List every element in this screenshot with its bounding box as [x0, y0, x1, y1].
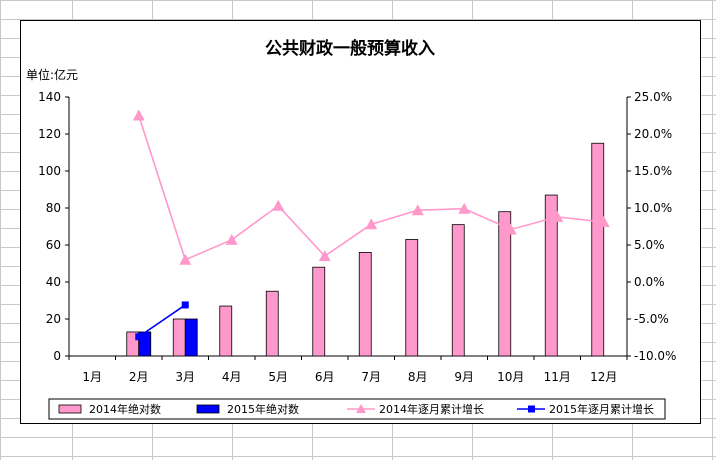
bar [544, 194, 558, 357]
series-line [138, 304, 186, 338]
triangle-marker [132, 109, 145, 121]
y2-tick-label: 25.0% [634, 90, 672, 104]
y2-tick-label: -10.0% [634, 349, 676, 363]
triangle-marker [365, 218, 378, 230]
y-tick-label: 40 [46, 275, 61, 289]
x-tick-label: 7月 [361, 370, 381, 384]
triangle-marker [411, 204, 424, 216]
y-tick-label: 0 [53, 349, 61, 363]
bar [184, 318, 198, 357]
y2-tick-label: 15.0% [634, 164, 672, 178]
triangle-marker [225, 233, 238, 245]
y2-tick-label: 20.0% [634, 127, 672, 141]
x-tick-label: 10月 [497, 370, 524, 384]
x-tick-label: 4月 [222, 370, 242, 384]
y-axis-unit-label: 单位:亿元 [26, 67, 78, 82]
bar [498, 211, 512, 357]
y-tick-label: 120 [38, 127, 61, 141]
legend-swatch [196, 404, 220, 414]
triangle-marker [504, 223, 517, 235]
y-tick-label: 100 [38, 164, 61, 178]
bar [172, 318, 186, 357]
x-tick-label: 11月 [544, 370, 571, 384]
legend-label: 2015年逐月累计增长 [549, 402, 654, 416]
bar [358, 251, 372, 357]
chart-title: 公共财政一般预算收入 [265, 38, 435, 59]
y-tick-label: 80 [46, 201, 61, 215]
bar [265, 290, 279, 357]
x-tick-label: 9月 [454, 370, 474, 384]
x-tick-label: 2月 [129, 370, 149, 384]
square-marker [181, 301, 189, 309]
y2-tick-label: -5.0% [634, 312, 669, 326]
legend: 2014年绝对数 2015年绝对数 2014年逐月累计增长 2015年逐月累计增长 [48, 398, 666, 420]
x-tick-label: 6月 [315, 370, 335, 384]
legend-label: 2014年逐月累计增长 [379, 402, 484, 416]
square-marker [135, 333, 143, 341]
x-tick-label: 12月 [590, 370, 617, 384]
legend-label: 2015年绝对数 [227, 402, 299, 416]
legend-swatch [58, 404, 82, 414]
legend-triangle-marker [356, 404, 366, 413]
legend-square-marker [528, 405, 535, 413]
plot-area: 0 20 40 60 80 100 120 140 -10.0% -5.0% 0.0% 5.0% 10.… [38, 90, 676, 384]
y2-tick-label: 5.0% [634, 238, 665, 252]
y2-tick-label: 10.0% [634, 201, 672, 215]
y-tick-label: 20 [46, 312, 61, 326]
bar [591, 142, 605, 357]
series-line [137, 115, 604, 261]
triangle-marker [458, 202, 471, 214]
y-tick-label: 140 [38, 90, 61, 104]
x-tick-label: 8月 [408, 370, 428, 384]
triangle-marker [551, 210, 564, 222]
bar [312, 266, 326, 357]
x-tick-label: 1月 [82, 370, 102, 384]
triangle-marker [272, 199, 285, 211]
chart-canvas: 公共财政一般预算收入 单位:亿元 0 20 40 60 80 100 120 140 -10.0… [26, 38, 676, 420]
x-tick-label: 3月 [175, 370, 195, 384]
y-tick-label: 60 [46, 238, 61, 252]
legend-label: 2014年绝对数 [89, 402, 161, 416]
bar [219, 305, 233, 357]
triangle-marker [597, 216, 610, 228]
x-tick-label: 5月 [268, 370, 288, 384]
y2-tick-label: 0.0% [634, 275, 665, 289]
bar [451, 224, 465, 357]
triangle-marker [318, 250, 331, 262]
bar [405, 239, 419, 357]
triangle-marker [179, 253, 192, 265]
chart-area[interactable]: 公共财政一般预算收入 单位:亿元 0 20 40 60 80 100 120 140 -10.0… [20, 20, 701, 424]
